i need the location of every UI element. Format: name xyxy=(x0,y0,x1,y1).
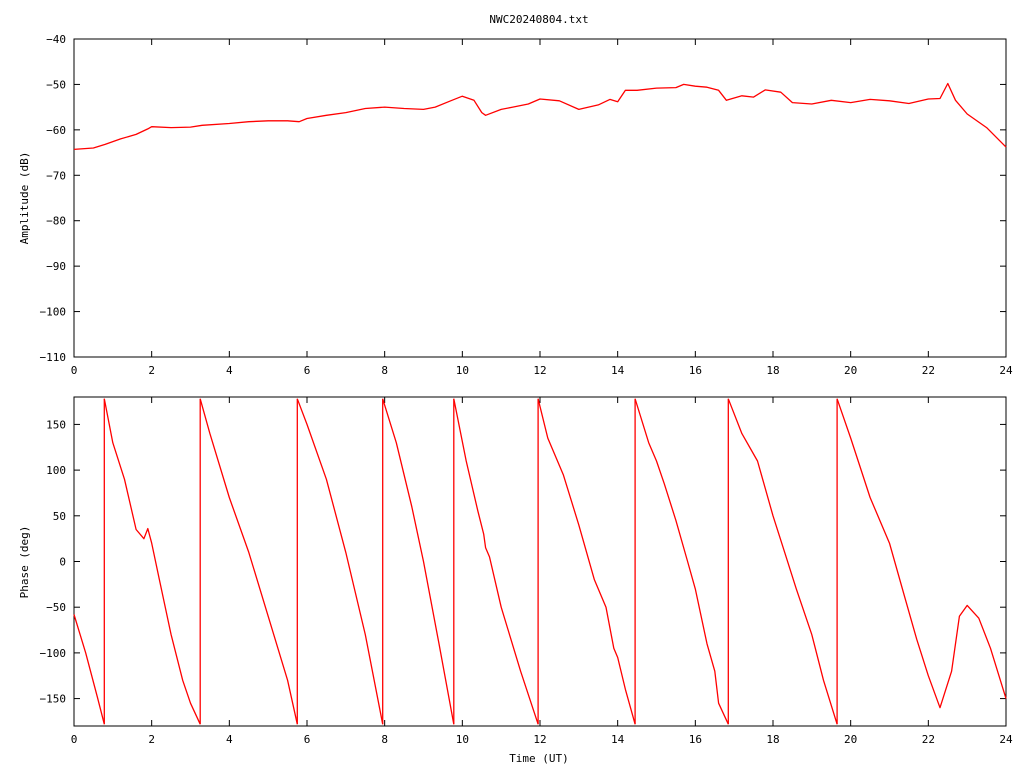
amplitude-plot-frame xyxy=(73,38,1007,358)
amplitude-x-tick-label: 14 xyxy=(611,364,625,377)
phase-data-line xyxy=(537,398,636,725)
phase-y-tick-label: −50 xyxy=(46,601,66,614)
phase-y-tick-label: 150 xyxy=(46,418,66,431)
phase-x-ticks: 0 2 4 6 8 10 12 14 16 18 20 22 24 xyxy=(71,397,1013,746)
phase-y-tick-label: −100 xyxy=(40,647,67,660)
amplitude-y-ticks: −40 −50 −60 −70 −80 −90 −100 −110 xyxy=(40,33,1006,364)
phase-y-tick-label: 0 xyxy=(59,556,66,569)
phase-data-line xyxy=(103,398,201,725)
amplitude-x-tick-label: 22 xyxy=(922,364,935,377)
phase-data-line xyxy=(73,614,105,725)
amplitude-x-tick-label: 12 xyxy=(533,364,546,377)
phase-data-line xyxy=(634,398,729,725)
phase-x-tick-label: 8 xyxy=(381,733,388,746)
amplitude-y-tick-label: −70 xyxy=(46,169,66,182)
amplitude-x-tick-label: 24 xyxy=(999,364,1013,377)
amplitude-panel: 0 2 4 6 8 10 12 14 16 18 20 22 24 −40−50−60−70−80−90… xyxy=(18,33,1013,377)
amplitude-x-tick-label: 6 xyxy=(304,364,311,377)
phase-data-line xyxy=(453,398,539,725)
phase-y-ticks: 150 100 50 0 −50 −100 −150 xyxy=(40,418,1006,706)
phase-y-axis-label: Phase (deg) xyxy=(18,526,31,599)
amplitude-y-tick-label: −50 xyxy=(46,78,66,91)
phase-x-tick-label: 0 xyxy=(71,733,78,746)
phase-x-axis-label: Time (UT) xyxy=(509,752,569,765)
amplitude-series xyxy=(73,82,1007,151)
phase-data-line xyxy=(727,398,838,725)
amplitude-y-tick-label: −80 xyxy=(46,215,66,228)
amplitude-y-tick-label: −90 xyxy=(46,260,66,273)
chart-title: NWC20240804.txt xyxy=(489,13,588,26)
amplitude-x-tick-label: 0 xyxy=(71,364,78,377)
phase-x-tick-label: 22 xyxy=(922,733,935,746)
phase-y-tick-label: −150 xyxy=(40,693,67,706)
phase-series xyxy=(73,398,1007,725)
amplitude-data-line xyxy=(73,82,1007,151)
phase-x-tick-label: 18 xyxy=(766,733,779,746)
amplitude-x-tick-label: 8 xyxy=(381,364,388,377)
phase-x-tick-label: 2 xyxy=(148,733,155,746)
phase-x-tick-label: 20 xyxy=(844,733,857,746)
amplitude-y-tick-label: −110 xyxy=(40,351,67,364)
amplitude-x-tick-label: 10 xyxy=(456,364,469,377)
phase-x-tick-label: 24 xyxy=(999,733,1013,746)
phase-y-tick-label: 100 xyxy=(46,464,66,477)
phase-panel: 0 2 4 6 8 10 12 14 16 18 20 22 24 150100500−50−100−1… xyxy=(18,396,1013,765)
phase-data-line xyxy=(382,398,455,725)
phase-x-tick-label: 10 xyxy=(456,733,469,746)
amplitude-y-tick-label: −40 xyxy=(46,33,66,46)
amplitude-x-tick-label: 2 xyxy=(148,364,155,377)
amplitude-x-tick-label: 18 xyxy=(766,364,779,377)
phase-x-tick-label: 16 xyxy=(689,733,702,746)
phase-x-tick-label: 14 xyxy=(611,733,625,746)
phase-data-line xyxy=(296,398,384,725)
amplitude-y-tick-label: −60 xyxy=(46,124,66,137)
amplitude-y-axis-label: Amplitude (dB) xyxy=(18,152,31,245)
phase-data-line xyxy=(836,398,1007,709)
phase-data-line xyxy=(199,398,298,725)
phase-x-tick-label: 6 xyxy=(304,733,311,746)
amplitude-x-tick-label: 16 xyxy=(689,364,702,377)
phase-x-tick-label: 4 xyxy=(226,733,233,746)
amplitude-x-tick-label: 20 xyxy=(844,364,857,377)
phase-x-tick-label: 12 xyxy=(533,733,546,746)
amplitude-x-ticks: 0 2 4 6 8 10 12 14 16 18 20 22 24 xyxy=(71,39,1013,377)
amplitude-y-tick-label: −100 xyxy=(40,306,67,319)
amplitude-x-tick-label: 4 xyxy=(226,364,233,377)
phase-y-tick-label: 50 xyxy=(53,510,66,523)
